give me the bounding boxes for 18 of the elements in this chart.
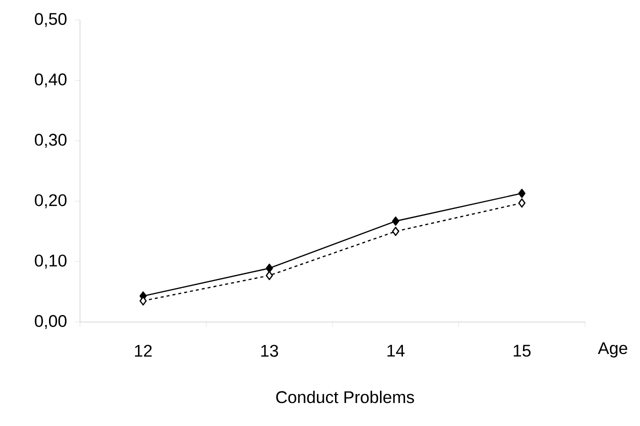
x-tick-label: 14 [388, 344, 405, 356]
x-tick-label: 15 [514, 344, 531, 357]
y-tick-label: 0,50 [34, 13, 66, 27]
x-axis-title: Age [598, 342, 628, 358]
y-tick-label: 0,00 [34, 315, 66, 329]
point [518, 198, 526, 208]
text: Conduct Problems [276, 390, 414, 404]
point [392, 216, 400, 226]
y-tick-label: 0,20 [34, 194, 66, 208]
y-tick-label: 0,30 [34, 134, 66, 148]
point [518, 188, 526, 198]
point [266, 270, 273, 280]
y-tick-label: 0,40 [34, 73, 66, 88]
x-tick-label: 13 [261, 344, 278, 357]
point [392, 226, 400, 236]
point [266, 264, 273, 273]
y-tick-label: 0,10 [34, 254, 66, 269]
x-tick-label: 12 [135, 344, 152, 357]
